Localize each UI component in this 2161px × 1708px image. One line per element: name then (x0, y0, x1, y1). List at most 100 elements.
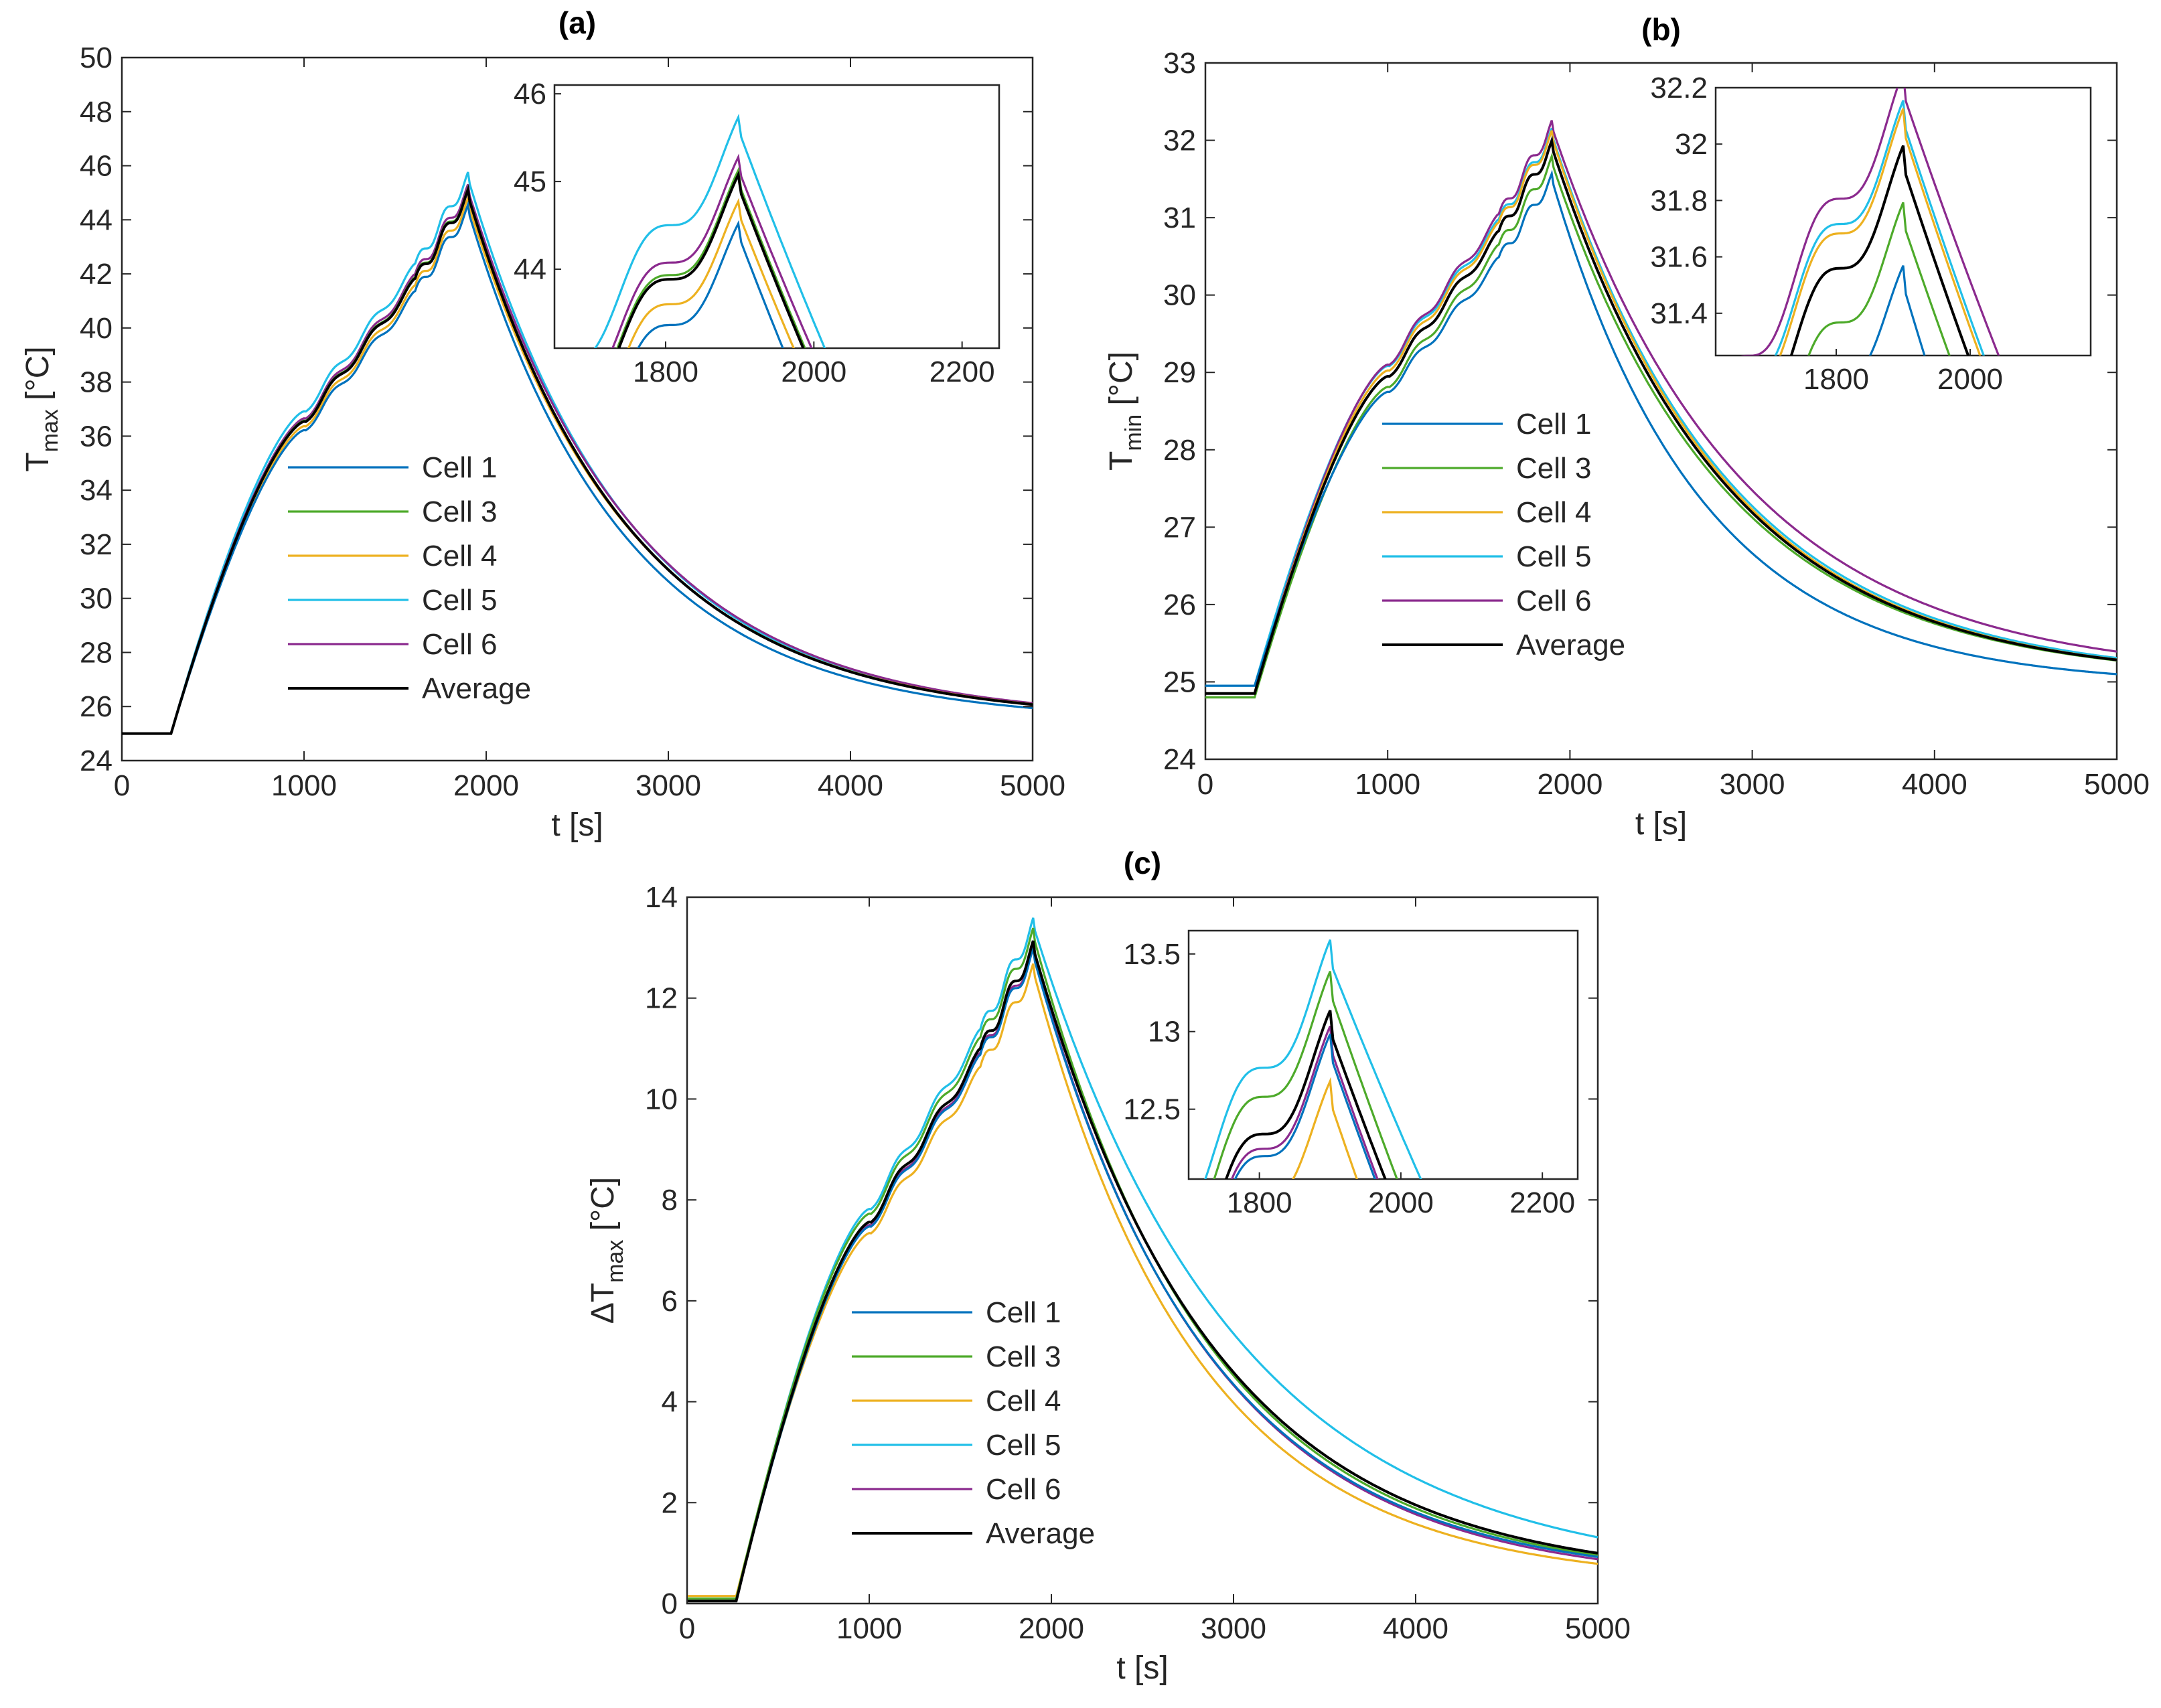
x-tick-label: 2000 (1019, 1612, 1084, 1645)
y-tick-label: 30 (80, 583, 113, 615)
y-axis-label-main: T (1104, 451, 1139, 471)
panel-title: (a) (558, 5, 596, 40)
y-axis-label-unit: [°C] (585, 1177, 621, 1240)
legend-label: Cell 1 (1516, 408, 1592, 441)
x-tick-label: 2000 (453, 769, 519, 802)
x-tick-label: 2000 (1537, 768, 1603, 801)
inset-y-tick-label: 31.4 (1650, 297, 1708, 330)
panel-c: 0 1000 2000 3000 4000 5000 0 2 4 6 8 10 12 14 (c) t [s]… (585, 846, 1631, 1686)
panel-b: 0 1000 2000 3000 4000 5000 24 25 26 27 28 29 30 31 32 3… (1104, 12, 2150, 842)
y-axis-label-sub: min (1121, 414, 1146, 451)
inset-area (1187, 929, 1579, 1180)
y-tick-label: 50 (80, 42, 113, 74)
legend-label: Cell 4 (422, 540, 498, 572)
x-axis-label: t [s] (1116, 1650, 1168, 1686)
legend-label: Cell 3 (1516, 452, 1592, 485)
inset-area (1714, 86, 2092, 357)
inset-line-average (617, 170, 805, 348)
y-tick-label: 4 (662, 1386, 678, 1419)
y-tick-label: 26 (80, 690, 113, 723)
inset-line-cell-3 (1807, 202, 1951, 356)
inset-line-cell-5 (1774, 100, 1985, 356)
legend-label: Cell 5 (1516, 540, 1592, 573)
x-tick-label: 1000 (836, 1612, 902, 1645)
y-tick-label: 24 (1163, 743, 1196, 776)
inset-a: 1800 2000 2200 44 45 46 (514, 78, 1000, 388)
y-tick-label: 42 (80, 258, 113, 291)
y-tick-label: 28 (1163, 434, 1196, 467)
series-line-cell-1 (1205, 169, 2117, 687)
x-tick-label: 5000 (2084, 768, 2150, 801)
series-line-cell-1 (687, 948, 1598, 1602)
x-tick-label: 4000 (818, 769, 883, 802)
legend-label: Cell 5 (986, 1429, 1061, 1462)
y-axis-label-sub: max (38, 409, 63, 452)
inset-y-tick-label: 32 (1675, 128, 1708, 161)
y-axis-label: Tmax [°C] (20, 346, 63, 471)
legend-label: Cell 3 (986, 1340, 1061, 1373)
inset-line-average (1789, 145, 1970, 356)
inset-line-cell-4 (627, 198, 795, 348)
x-tick-label: 3000 (1720, 768, 1785, 801)
y-tick-label: 26 (1163, 589, 1196, 621)
legend: Cell 1 Cell 3 Cell 4 Cell 5 Cell 6 Average (288, 451, 531, 705)
y-axis-label-main: T (20, 452, 56, 471)
y-tick-label: 32 (1163, 125, 1196, 157)
y-tick-label: 2 (662, 1486, 678, 1519)
inset-line-cell-6 (1740, 88, 2000, 356)
legend-label: Average (422, 672, 531, 705)
x-tick-label: 0 (114, 769, 130, 802)
legend-label: Cell 3 (422, 495, 498, 528)
legend-label: Cell 6 (422, 628, 498, 661)
y-axis-label-unit: [°C] (1104, 352, 1139, 414)
legend: Cell 1 Cell 3 Cell 4 Cell 5 Cell 6 Average (1382, 408, 1625, 662)
y-tick-label: 28 (80, 636, 113, 669)
inset-x-tick-label: 2200 (1509, 1186, 1575, 1219)
y-tick-label: 6 (662, 1285, 678, 1318)
inset-line-cell-3 (616, 167, 806, 348)
inset-line-cell-4 (1779, 108, 1982, 356)
inset-x-tick-label: 2000 (1937, 363, 2003, 396)
y-tick-label: 46 (80, 150, 113, 183)
y-tick-label: 44 (80, 204, 113, 236)
legend-label: Cell 6 (1516, 585, 1592, 617)
panel-title: (c) (1124, 846, 1161, 880)
legend-label: Average (1516, 629, 1625, 662)
inset-x-tick-label: 1800 (633, 356, 698, 388)
y-tick-label: 10 (645, 1083, 678, 1115)
y-tick-label: 12 (645, 982, 678, 1015)
panel-a: 0 1000 2000 3000 4000 5000 24 26 28 30 32 34 36 38 40 4… (20, 5, 1065, 843)
inset-line-cell-1 (637, 220, 784, 348)
x-tick-label: 4000 (1902, 768, 1967, 801)
x-tick-label: 4000 (1383, 1612, 1448, 1645)
y-tick-label: 8 (662, 1184, 678, 1217)
y-tick-label: 14 (645, 881, 678, 914)
inset-b: 1800 2000 31.4 31.6 31.8 32 32.2 (1650, 72, 2092, 396)
inset-line-average (1224, 1010, 1387, 1179)
x-tick-label: 0 (1197, 768, 1213, 801)
series-line-average (1205, 135, 2117, 695)
legend-label: Cell 6 (986, 1473, 1061, 1506)
series-line-cell-3 (1205, 152, 2117, 699)
legend: Cell 1 Cell 3 Cell 4 Cell 5 Cell 6 Average (852, 1296, 1095, 1550)
inset-line-cell-1 (1868, 265, 1926, 356)
inset-c: 1800 2000 2200 12.5 13 13.5 (1123, 929, 1579, 1219)
inset-y-tick-label: 45 (514, 165, 546, 198)
y-axis-label-unit: [°C] (20, 346, 56, 409)
y-axis-label-sub: max (603, 1240, 628, 1283)
x-tick-label: 5000 (1000, 769, 1065, 802)
y-tick-label: 29 (1163, 356, 1196, 389)
y-tick-label: 36 (80, 420, 113, 453)
inset-x-tick-label: 1800 (1227, 1186, 1292, 1219)
y-tick-label: 48 (80, 96, 113, 129)
inset-line-cell-6 (1230, 1025, 1379, 1179)
y-tick-label: 24 (80, 745, 113, 777)
y-axis-label-main: ΔT (585, 1283, 621, 1324)
x-axis-label: t [s] (1635, 806, 1687, 842)
inset-line-cell-5 (1204, 939, 1422, 1179)
inset-y-tick-label: 13.5 (1123, 938, 1181, 971)
inset-y-tick-label: 32.2 (1650, 72, 1708, 104)
y-tick-label: 25 (1163, 666, 1196, 698)
inset-line-cell-1 (1234, 1033, 1376, 1179)
